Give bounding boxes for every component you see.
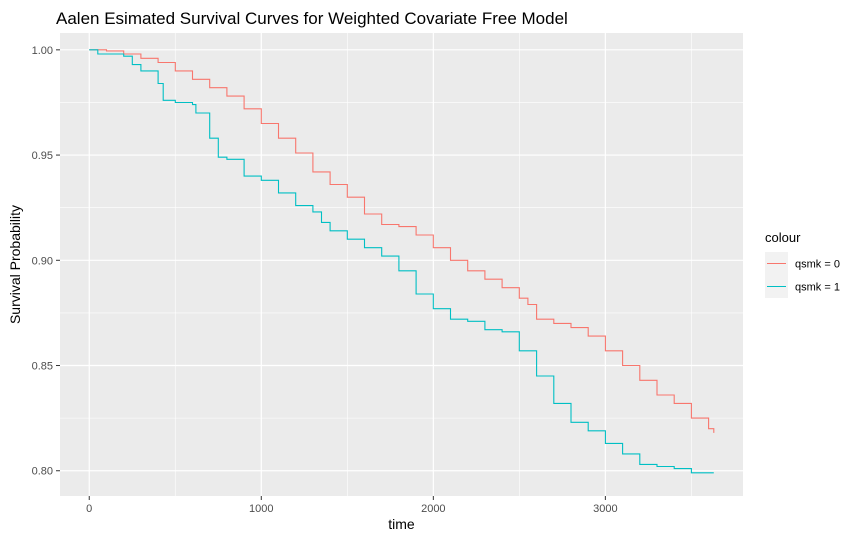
series-layer — [89, 49, 715, 474]
x-axis: 0 1000 2000 3000 — [86, 496, 618, 515]
x-tick-label: 2000 — [421, 503, 445, 515]
y-tick-label: 0.80 — [32, 466, 53, 478]
plot-panel — [60, 33, 743, 496]
legend-items: qsmk = 0 qsmk = 1 — [765, 252, 840, 298]
y-axis: 0.80 0.85 0.90 0.95 1.00 — [32, 45, 60, 478]
y-tick-label: 0.90 — [32, 255, 53, 267]
chart-title: Aalen Esimated Survival Curves for Weigh… — [56, 9, 568, 28]
x-axis-title: time — [388, 516, 415, 532]
series-line-qsmk-0 — [89, 49, 715, 433]
major-gridlines — [60, 33, 743, 496]
legend-title: colour — [765, 230, 801, 245]
y-tick-label: 1.00 — [32, 45, 53, 57]
x-tick-label: 0 — [86, 503, 92, 515]
series-line-qsmk-1 — [89, 49, 714, 474]
y-tick-label: 0.95 — [32, 150, 53, 162]
minor-gridlines — [60, 33, 743, 496]
x-tick-label: 1000 — [249, 503, 273, 515]
legend-label: qsmk = 0 — [795, 259, 840, 271]
legend: colour qsmk = 0 qsmk = 1 — [765, 230, 840, 298]
x-tick-label: 3000 — [593, 503, 617, 515]
y-axis-title: Survival Probability — [7, 205, 23, 324]
legend-label: qsmk = 1 — [795, 282, 840, 294]
y-tick-label: 0.85 — [32, 361, 53, 373]
